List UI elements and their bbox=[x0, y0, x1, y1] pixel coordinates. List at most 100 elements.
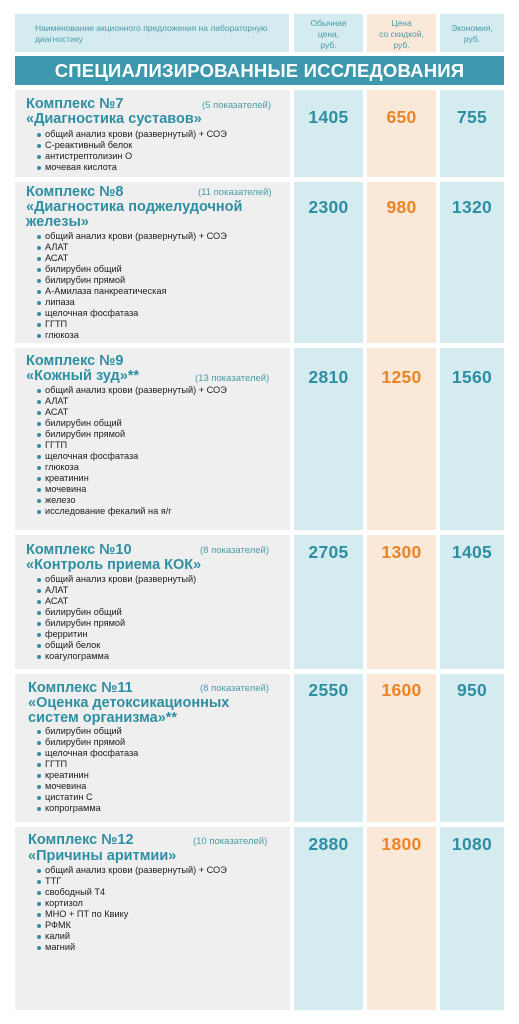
indicator-list: общий анализ крови (развернутый) + СОЭ С… bbox=[37, 129, 227, 173]
regular-price: 2880 bbox=[308, 834, 349, 854]
indicator-item: билирубин общий bbox=[37, 607, 196, 618]
indicator-item: кортизол bbox=[37, 898, 227, 909]
regular-price: 2550 bbox=[308, 680, 349, 700]
indicator-item: креатинин bbox=[37, 473, 227, 484]
package-number: Комплекс №10 bbox=[26, 542, 132, 558]
indicator-list: общий анализ крови (развернутый) + СОЭ А… bbox=[37, 231, 227, 341]
package-number: Комплекс №7 bbox=[26, 96, 124, 112]
indicator-item: общий анализ крови (развернутый) + СОЭ bbox=[37, 231, 227, 242]
indicator-item: ТТГ bbox=[37, 876, 227, 887]
discount-price: 1800 bbox=[381, 834, 422, 854]
regular-price: 2300 bbox=[308, 197, 349, 217]
indicator-item: коагулограмма bbox=[37, 651, 196, 662]
header-discount-price-column: Цена со скидкой, руб. bbox=[367, 14, 436, 52]
regular-price-cell: 2810 bbox=[294, 348, 363, 530]
indicator-item: РФМК bbox=[37, 920, 227, 931]
package-title: «Причины аритмии» bbox=[28, 848, 177, 864]
package-number: Комплекс №12 bbox=[28, 832, 134, 848]
header-text-line: руб. bbox=[463, 34, 481, 44]
regular-price: 2705 bbox=[308, 542, 349, 562]
regular-price-cell: 1405 bbox=[294, 90, 363, 177]
regular-price: 2810 bbox=[308, 367, 349, 387]
indicator-count: (8 показателей) bbox=[200, 683, 269, 694]
header-text-line: Экономия, bbox=[451, 23, 493, 33]
package-block-11: Комплекс №11 (8 показателей) «Оценка дет… bbox=[15, 674, 504, 822]
indicator-item: мочевина bbox=[37, 484, 227, 495]
discount-price: 1250 bbox=[381, 367, 422, 387]
package-title: «Контроль приема КОК» bbox=[26, 557, 202, 573]
indicator-item: общий белок bbox=[37, 640, 196, 651]
indicator-item: билирубин общий bbox=[37, 264, 227, 275]
indicator-item: С-реактивный белок bbox=[37, 140, 227, 151]
indicator-item: общий анализ крови (развернутый) + СОЭ bbox=[37, 129, 227, 140]
discount-price-cell: 1600 bbox=[367, 674, 436, 822]
indicator-item: общий анализ крови (развернутый) bbox=[37, 574, 196, 585]
indicator-item: цистатин С bbox=[37, 792, 138, 803]
package-title: систем организма»** bbox=[28, 710, 178, 726]
package-title: «Оценка детоксикационных bbox=[28, 695, 230, 711]
indicator-item: креатинин bbox=[37, 770, 138, 781]
indicator-item: глюкоза bbox=[37, 462, 227, 473]
indicator-item: билирубин общий bbox=[37, 418, 227, 429]
header-text-line: цена, bbox=[317, 29, 340, 39]
savings-amount: 950 bbox=[456, 680, 488, 700]
indicator-item: МНО + ПТ по Квику bbox=[37, 909, 227, 920]
package-block-10: Комплекс №10 (8 показателей) «Контроль п… bbox=[15, 535, 504, 669]
savings-cell: 1080 bbox=[440, 827, 504, 1010]
header-text-line: руб. bbox=[320, 40, 337, 50]
indicator-item: АЛАТ bbox=[37, 242, 227, 253]
indicator-item: общий анализ крови (развернутый) + СОЭ bbox=[37, 865, 227, 876]
indicator-list: общий анализ крови (развернутый) АЛАТ АС… bbox=[37, 574, 196, 662]
indicator-item: свободный Т4 bbox=[37, 887, 227, 898]
indicator-item: ферритин bbox=[37, 629, 196, 640]
savings-amount: 1560 bbox=[451, 367, 493, 387]
header-text-line: Обычная bbox=[310, 18, 347, 28]
package-name-cell: Комплекс №11 (8 показателей) «Оценка дет… bbox=[15, 674, 290, 822]
package-name-cell: Комплекс №8 (11 показателей) «Диагностик… bbox=[15, 182, 290, 343]
indicator-item: АЛАТ bbox=[37, 396, 227, 407]
savings-cell: 950 bbox=[440, 674, 504, 822]
savings-amount: 1080 bbox=[451, 834, 493, 854]
discount-price: 980 bbox=[386, 197, 417, 217]
indicator-item: ГГТП bbox=[37, 759, 138, 770]
discount-price: 1300 bbox=[381, 542, 422, 562]
savings-cell: 755 bbox=[440, 90, 504, 177]
indicator-item: копрограмма bbox=[37, 803, 138, 814]
savings-amount: 1320 bbox=[451, 197, 493, 217]
savings-amount: 1405 bbox=[451, 542, 493, 562]
indicator-item: щелочная фосфатаза bbox=[37, 748, 138, 759]
indicator-item: антистрептолизин О bbox=[37, 151, 227, 162]
indicator-item: исследование фекалий на я/г bbox=[37, 506, 227, 517]
discount-price-cell: 650 bbox=[367, 90, 436, 177]
package-number: Комплекс №9 bbox=[26, 353, 124, 369]
indicator-item: щелочная фосфатаза bbox=[37, 451, 227, 462]
savings-cell: 1320 bbox=[440, 182, 504, 343]
discount-price-cell: 1800 bbox=[367, 827, 436, 1010]
regular-price: 1405 bbox=[308, 107, 349, 127]
indicator-item: АСАТ bbox=[37, 407, 227, 418]
header-text-line: руб. bbox=[393, 40, 410, 50]
package-number: Комплекс №11 bbox=[28, 680, 133, 696]
regular-price-cell: 2880 bbox=[294, 827, 363, 1010]
indicator-item: ГГТП bbox=[37, 440, 227, 451]
indicator-list: билирубин общий билирубин прямой щелочна… bbox=[37, 726, 138, 814]
package-block-8: Комплекс №8 (11 показателей) «Диагностик… bbox=[15, 182, 504, 343]
package-name-cell: Комплекс №12 (10 показателей) «Причины а… bbox=[15, 827, 290, 1010]
package-title: «Диагностика суставов» bbox=[26, 111, 202, 127]
package-block-12: Комплекс №12 (10 показателей) «Причины а… bbox=[15, 827, 504, 1010]
indicator-item: магний bbox=[37, 942, 227, 953]
indicator-item: АСАТ bbox=[37, 253, 227, 264]
indicator-item: билирубин прямой bbox=[37, 275, 227, 286]
indicator-item: мочевина bbox=[37, 781, 138, 792]
package-title: железы» bbox=[26, 214, 89, 230]
savings-amount: 755 bbox=[456, 107, 488, 127]
indicator-count: (11 показателей) bbox=[198, 187, 272, 198]
indicator-item: щелочная фосфатаза bbox=[37, 308, 227, 319]
indicator-item: калий bbox=[37, 931, 227, 942]
package-block-9: Комплекс №9 «Кожный зуд»** (13 показател… bbox=[15, 348, 504, 530]
indicator-list: общий анализ крови (развернутый) + СОЭ А… bbox=[37, 385, 227, 517]
header-text-line: со скидкой, bbox=[379, 29, 424, 39]
indicator-count: (5 показателей) bbox=[202, 100, 271, 111]
indicator-item: глюкоза bbox=[37, 330, 227, 341]
regular-price-cell: 2550 bbox=[294, 674, 363, 822]
